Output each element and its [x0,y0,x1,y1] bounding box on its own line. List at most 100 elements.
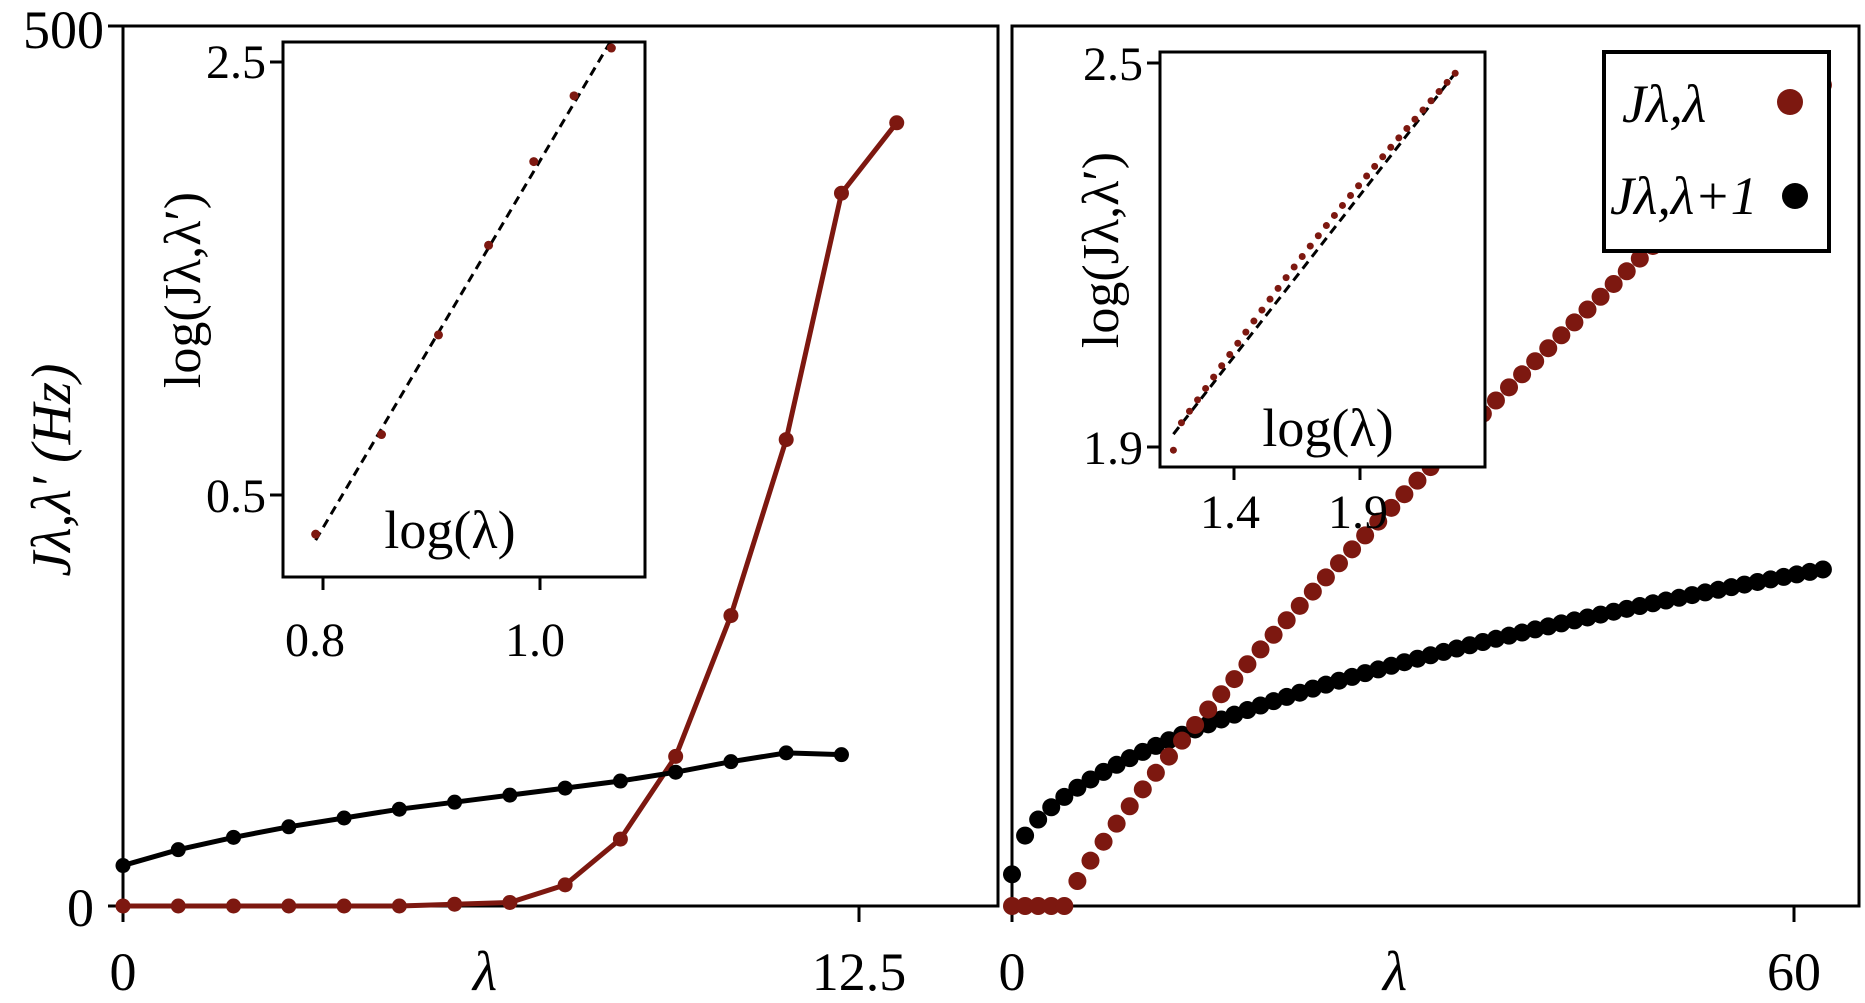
right-point-offdiagonal [1813,560,1832,579]
right-point-diagonal [1029,897,1048,915]
right-inset-y-tick-label-2-5: 2.5 [1083,38,1143,91]
left-point-diagonal [170,898,186,914]
right-inset-point [1258,306,1266,314]
left-point-offdiagonal [668,764,684,780]
right-point-offdiagonal [1003,865,1021,884]
right-point-diagonal [1552,326,1571,345]
right-point-diagonal [1526,352,1545,371]
legend-label-diagonal: Jλ,λ [1622,74,1706,134]
right-inset-series-group [1169,68,1460,454]
left-panel: 500 0 0 12.5 λ Jλ,λ′ (Hz) 2.5 0.5 0.8 1.… [21,0,1000,1003]
right-inset-point [1234,339,1242,347]
right-point-diagonal [1513,365,1532,384]
right-point-diagonal [1251,640,1270,659]
right-point-offdiagonal [1042,798,1061,817]
right-inset-x-axis-label: log(λ) [1262,398,1393,458]
right-point-diagonal [1186,715,1205,734]
left-inset-fit-line [314,39,613,541]
right-inset-point [1290,263,1298,271]
right-inset-point [1314,232,1322,240]
left-point-diagonal [391,898,407,914]
left-point-offdiagonal [723,754,739,770]
left-inset-y-axis-label: log(Jλ,λ′) [155,192,212,388]
left-inset: 2.5 0.5 0.8 1.0 log(λ) log(Jλ,λ′) [155,36,647,667]
right-inset: 2.5 1.9 1.4 1.9 log(λ) log(Jλ,λ′) [1073,38,1487,539]
right-point-diagonal [1316,568,1335,587]
right-point-diagonal [1055,897,1074,915]
right-point-diagonal [1578,300,1597,319]
right-point-offdiagonal [1081,770,1100,789]
left-point-diagonal [502,894,518,910]
left-x-axis-label: λ [471,941,497,1003]
right-point-diagonal [1369,512,1388,531]
left-inset-frame [281,40,647,579]
right-point-diagonal [1003,897,1021,915]
left-point-diagonal [778,432,794,448]
left-point-offdiagonal [833,747,849,763]
left-inset-series-group [311,39,616,541]
right-point-diagonal [1617,262,1636,281]
right-inset-point [1443,78,1451,86]
left-point-offdiagonal [281,819,297,835]
right-inset-point [1218,362,1226,370]
left-point-diagonal [557,877,573,893]
right-point-diagonal [1120,797,1139,816]
right-point-diagonal [1212,685,1231,704]
right-point-diagonal [1042,897,1061,915]
right-point-diagonal [1395,485,1414,504]
right-inset-point [1387,143,1395,151]
left-y-tick-label-500: 500 [23,0,104,60]
right-inset-point [1419,106,1427,114]
legend-marker-diagonal [1777,89,1803,115]
right-point-diagonal [1343,540,1362,559]
right-inset-fit-line [1172,68,1460,436]
right-inset-point [1186,407,1194,415]
right-point-diagonal [1133,780,1152,799]
right-point-diagonal [1486,391,1505,410]
right-point-diagonal [1303,582,1322,601]
right-point-diagonal [1382,498,1401,517]
left-point-offdiagonal [391,801,407,817]
left-point-offdiagonal [502,787,518,803]
left-inset-y-tick-label-2-5: 2.5 [206,36,266,89]
right-point-offdiagonal [1029,810,1048,829]
right-point-diagonal [1068,872,1087,891]
left-series-group [115,115,905,914]
left-inset-x-tick-label-1-0: 1.0 [505,614,565,667]
right-plot-frame [1010,24,1861,908]
right-inset-x-tick-label-1-4: 1.4 [1200,486,1260,539]
right-inset-point [1194,396,1202,404]
right-inset-point [1266,295,1274,303]
left-point-diagonal [447,896,463,912]
left-point-diagonal [115,898,131,914]
left-y-tick-label-0: 0 [67,878,94,938]
right-inset-frame [1158,50,1487,469]
right-inset-y-axis-label: log(Jλ,λ′) [1073,152,1130,348]
right-point-diagonal [1146,763,1165,782]
right-inset-point [1403,125,1411,133]
right-x-tick-label-0: 0 [999,942,1026,1002]
right-point-diagonal [1159,747,1178,766]
left-series-line-offdiagonal [122,750,842,868]
right-inset-point [1330,211,1338,219]
left-inset-point [484,240,494,250]
right-inset-point [1274,284,1282,292]
right-point-diagonal [1264,625,1283,644]
right-point-offdiagonal [1055,787,1074,806]
legend-marker-offdiagonal [1782,183,1808,209]
right-inset-point [1210,373,1218,381]
right-inset-point [1282,274,1290,282]
right-inset-point [1250,317,1258,325]
right-point-diagonal [1107,814,1126,833]
right-inset-point [1379,153,1387,161]
left-point-diagonal [281,898,297,914]
legend: Jλ,λ Jλ,λ+1 [1602,50,1831,253]
left-point-diagonal [336,898,352,914]
right-point-diagonal [1591,287,1610,306]
right-point-diagonal [1356,526,1375,545]
right-inset-point [1298,252,1306,260]
right-point-diagonal [1604,274,1623,293]
left-point-diagonal [723,608,739,624]
right-point-diagonal [1630,249,1649,268]
right-inset-point [1306,242,1314,250]
